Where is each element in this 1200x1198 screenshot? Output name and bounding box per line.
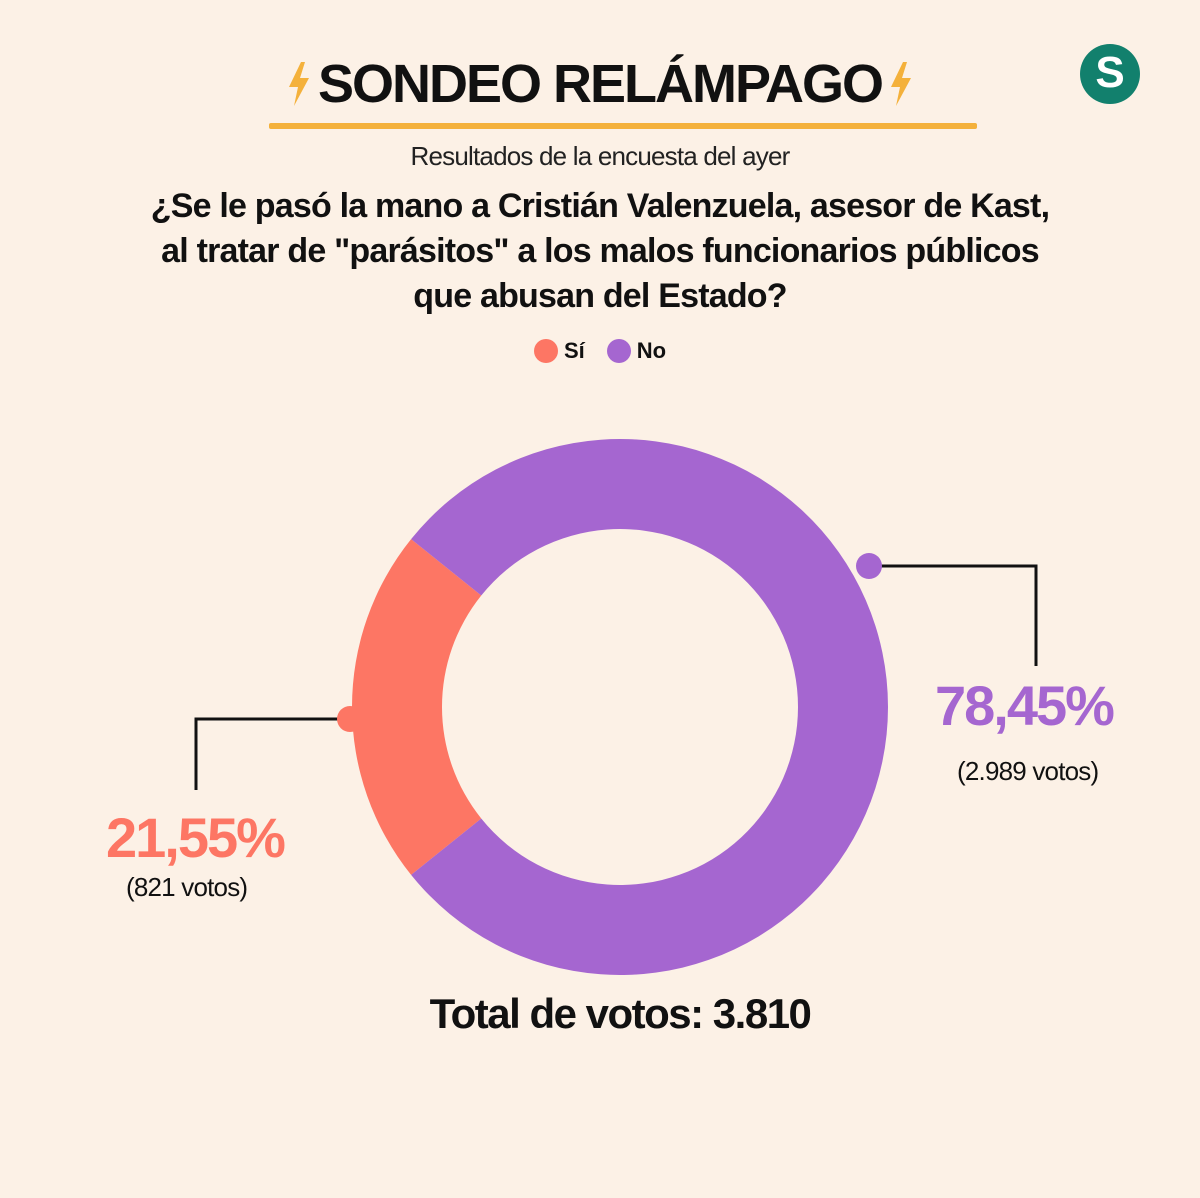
- logo-letter: S: [1095, 48, 1125, 97]
- slice-votes-no: (2.989 votos): [957, 756, 1099, 786]
- slice-votes-si: (821 votos): [126, 872, 248, 902]
- legend-swatch-si: [533, 339, 558, 363]
- legend-swatch-no: [606, 339, 631, 363]
- legend: Sí No: [0, 338, 1200, 364]
- legend-item-no: No: [606, 338, 667, 364]
- leader-line-si: [194, 706, 363, 790]
- donut-slices: [352, 439, 889, 975]
- total-votes: Total de votos: 3.810: [429, 990, 812, 1037]
- question: ¿Se le pasó la mano a Cristián Valenzuel…: [150, 187, 1050, 315]
- donut-slice-no: [411, 439, 889, 975]
- legend-label-si: Sí: [563, 338, 585, 363]
- lightning-bolt-icon: [891, 62, 912, 106]
- leader-line-no: [856, 553, 1038, 666]
- title-wrap: SONDEO RELÁMPAGO: [286, 52, 914, 116]
- header: SONDEO RELÁMPAGO: [0, 52, 1200, 116]
- page-title: SONDEO RELÁMPAGO: [317, 54, 884, 114]
- logo-icon: S: [1080, 44, 1140, 104]
- lightning-bolt-icon: [288, 62, 309, 106]
- leader-dot-si: [337, 706, 363, 732]
- legend-label-no: No: [636, 338, 667, 363]
- slice-percent-si: 21,55%: [106, 806, 286, 869]
- title-underline: [269, 123, 977, 129]
- subtitle: Resultados de la encuesta del ayer: [410, 141, 791, 171]
- slice-percent-no: 78,45%: [935, 674, 1115, 737]
- donut-slice-si: [352, 539, 482, 875]
- legend-item-si: Sí: [533, 338, 585, 364]
- leader-dot-no: [856, 553, 882, 579]
